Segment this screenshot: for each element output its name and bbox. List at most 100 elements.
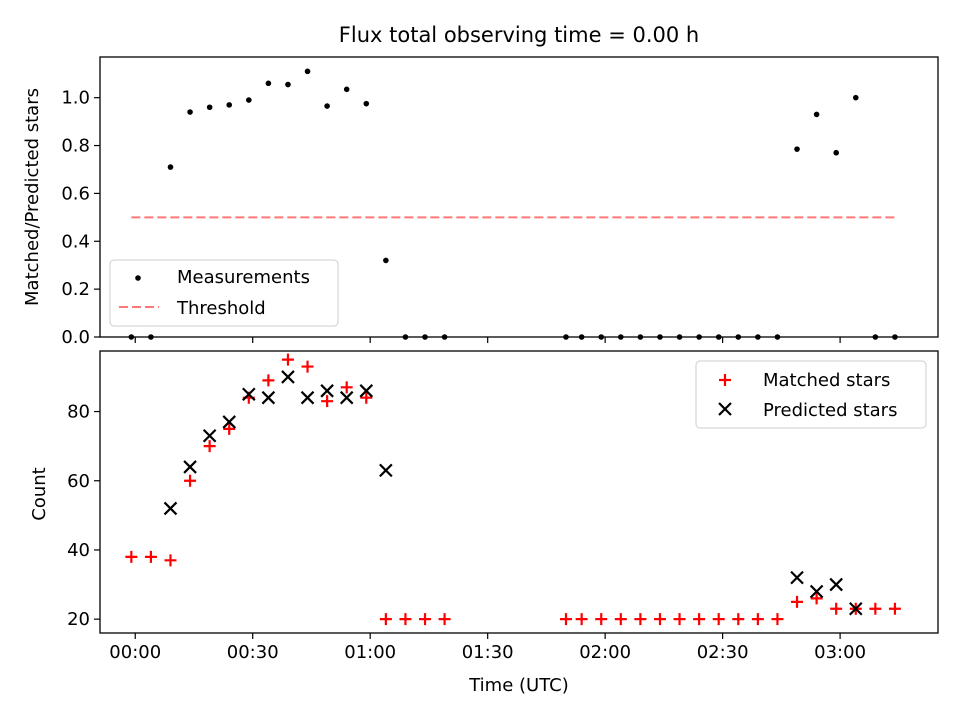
measurement-point	[813, 111, 820, 118]
top-y-tick-label: 0.0	[61, 327, 90, 348]
matched-star-point	[203, 440, 216, 453]
bottom-legend-box	[695, 360, 927, 429]
matched-star-point	[732, 613, 745, 626]
measurement-point	[794, 146, 800, 152]
measurement-point	[285, 81, 291, 88]
predicted-star-point	[183, 460, 197, 474]
bottom-y-tick-label: 40	[67, 540, 90, 561]
matched-star-point	[712, 613, 725, 626]
matched-star-point	[125, 550, 138, 563]
measurement-point	[833, 149, 839, 156]
predicted-star-point	[790, 570, 804, 585]
matched-star-point	[360, 391, 373, 404]
measurement-point	[246, 97, 252, 103]
predicted-star-point	[202, 428, 217, 443]
matched-star-point	[559, 613, 572, 626]
matched-star-point	[321, 395, 334, 408]
bottom-panel: Count Time (UTC) Matched stars Predicted…	[29, 350, 939, 696]
top-y-tick-label: 0.8	[61, 136, 90, 157]
matched-star-point	[673, 613, 686, 626]
x-tick-label: 01:00	[344, 642, 396, 663]
matched-star-point	[693, 613, 706, 626]
x-tick-label: 01:30	[462, 642, 514, 663]
x-axis-label: Time (UTC)	[468, 675, 569, 696]
matched-star-point	[281, 353, 294, 366]
measurement-point	[265, 80, 272, 87]
top-y-tick-label: 1.0	[61, 88, 90, 109]
measurement-point	[167, 164, 174, 170]
matched-star-point	[595, 613, 608, 626]
predicted-star-point	[379, 463, 393, 478]
predicted-star-point	[242, 387, 256, 402]
matched-star-point	[262, 374, 275, 387]
measurement-point	[383, 257, 389, 264]
legend-matched-marker	[719, 374, 731, 386]
bottom-y-axis-label: Count	[29, 467, 50, 520]
measurement-point	[187, 109, 193, 115]
top-y-axis-label: Matched/Predicted stars	[22, 88, 43, 306]
measurement-point	[343, 86, 350, 93]
matched-star-point	[888, 602, 901, 615]
legend-measurements-label: Measurements	[177, 267, 310, 288]
bottom-y-tick-label: 60	[67, 471, 90, 492]
x-tick-label: 00:30	[227, 642, 279, 663]
predicted-star-point	[809, 584, 824, 599]
bottom-legend: Matched stars Predicted stars	[695, 360, 927, 429]
predicted-star-point	[163, 501, 178, 516]
matched-star-point	[399, 613, 412, 626]
matched-star-point	[869, 602, 882, 615]
x-tick-label: 02:00	[579, 642, 631, 663]
predicted-star-point	[848, 602, 863, 616]
matched-star-point	[751, 613, 764, 626]
predicted-star-point	[320, 384, 334, 398]
x-tick-label: 03:00	[814, 642, 866, 663]
matched-star-point	[614, 613, 627, 626]
predicted-star-point	[359, 384, 374, 398]
matched-star-point	[419, 613, 432, 626]
matched-star-point	[184, 474, 197, 487]
predicted-star-point	[281, 370, 295, 384]
top-y-tick-label: 0.6	[61, 183, 90, 204]
measurement-point	[206, 104, 213, 111]
bottom-y-tick-label: 80	[67, 402, 90, 423]
x-tick-label: 02:30	[697, 642, 749, 663]
matched-star-point	[791, 595, 804, 608]
legend-matched-label: Matched stars	[763, 370, 890, 391]
matched-star-point	[810, 592, 823, 605]
top-y-tick-label: 0.2	[61, 279, 90, 300]
top-axes-frame	[99, 56, 939, 338]
chart-title: Flux total observing time = 0.00 h	[339, 23, 699, 47]
measurement-point	[363, 100, 370, 107]
matched-star-point	[379, 613, 392, 626]
matched-star-point	[575, 613, 588, 626]
measurement-point	[226, 102, 233, 108]
matched-star-point	[830, 602, 843, 615]
top-legend-box	[109, 259, 339, 327]
predicted-star-point	[261, 390, 276, 405]
top-legend: Measurements Threshold	[109, 259, 339, 327]
matched-star-point	[653, 613, 666, 626]
x-tick-label: 00:00	[109, 642, 161, 663]
measurement-point	[324, 103, 330, 109]
bottom-plot-area	[125, 353, 901, 626]
matched-star-point	[771, 613, 784, 626]
predicted-star-point	[829, 577, 843, 592]
matched-star-point	[340, 381, 353, 394]
matched-star-point	[144, 550, 157, 563]
matched-star-point	[634, 613, 647, 626]
legend-predicted-marker	[718, 402, 732, 416]
matched-star-point	[164, 554, 177, 567]
top-panel: Flux total observing time = 0.00 h Match…	[22, 23, 939, 340]
bottom-axes-frame	[99, 350, 939, 634]
measurement-point	[852, 94, 859, 101]
bottom-y-tick-label: 20	[67, 609, 90, 630]
predicted-star-point	[222, 415, 237, 429]
top-y-tick-label: 0.4	[61, 231, 90, 252]
matched-star-point	[223, 422, 236, 435]
legend-measurements-marker	[135, 275, 141, 281]
predicted-star-point	[300, 390, 315, 405]
legend-threshold-label: Threshold	[176, 298, 266, 319]
